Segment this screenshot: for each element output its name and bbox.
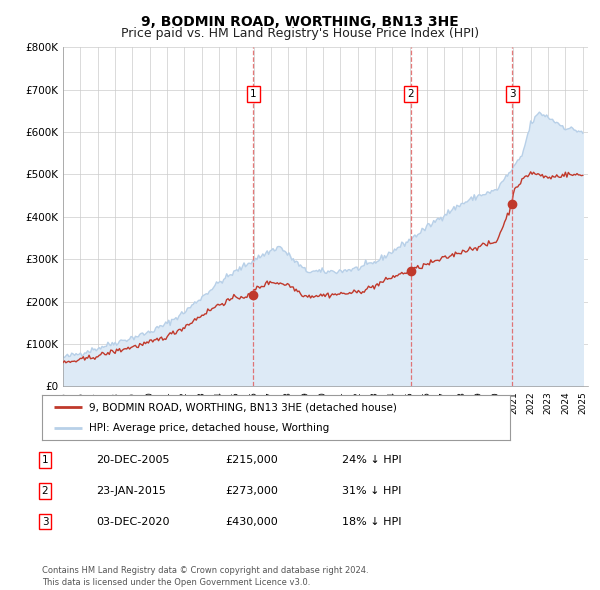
Text: 1: 1 (250, 89, 256, 99)
Text: £273,000: £273,000 (225, 486, 278, 496)
Text: 18% ↓ HPI: 18% ↓ HPI (342, 517, 401, 526)
Text: 9, BODMIN ROAD, WORTHING, BN13 3HE: 9, BODMIN ROAD, WORTHING, BN13 3HE (141, 15, 459, 29)
Text: 20-DEC-2005: 20-DEC-2005 (96, 455, 170, 465)
Text: 31% ↓ HPI: 31% ↓ HPI (342, 486, 401, 496)
Text: HPI: Average price, detached house, Worthing: HPI: Average price, detached house, Wort… (89, 422, 329, 432)
Text: 03-DEC-2020: 03-DEC-2020 (96, 517, 170, 526)
Text: 24% ↓ HPI: 24% ↓ HPI (342, 455, 401, 465)
Text: £215,000: £215,000 (225, 455, 278, 465)
Text: £430,000: £430,000 (225, 517, 278, 526)
Text: 9, BODMIN ROAD, WORTHING, BN13 3HE (detached house): 9, BODMIN ROAD, WORTHING, BN13 3HE (deta… (89, 402, 397, 412)
Text: 23-JAN-2015: 23-JAN-2015 (96, 486, 166, 496)
Text: Price paid vs. HM Land Registry's House Price Index (HPI): Price paid vs. HM Land Registry's House … (121, 27, 479, 40)
Text: Contains HM Land Registry data © Crown copyright and database right 2024.
This d: Contains HM Land Registry data © Crown c… (42, 566, 368, 587)
Text: 3: 3 (509, 89, 515, 99)
Text: 2: 2 (41, 486, 49, 496)
Text: 2: 2 (407, 89, 414, 99)
Text: 1: 1 (41, 455, 49, 465)
Text: 3: 3 (41, 517, 49, 526)
